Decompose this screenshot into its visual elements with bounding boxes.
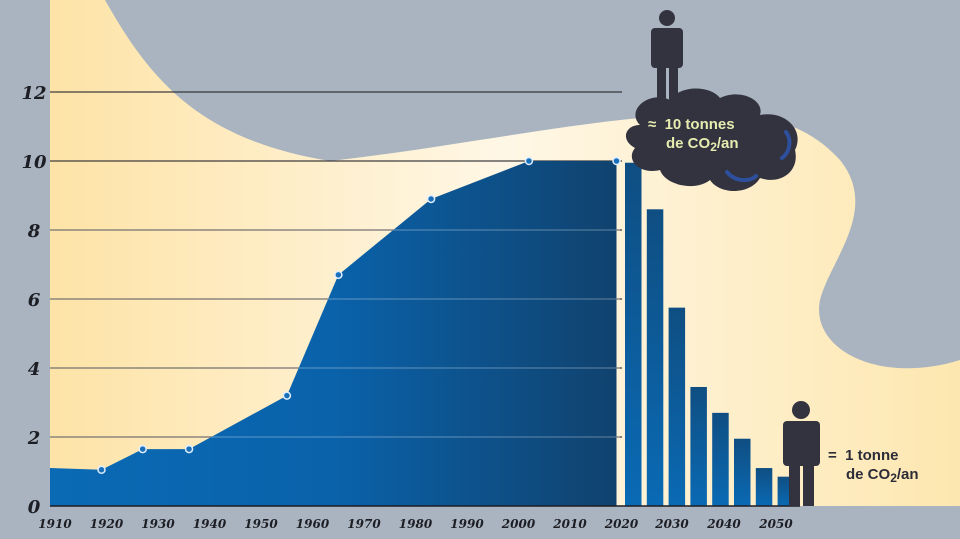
y-tick-label: 10: [21, 152, 47, 173]
data-point: [97, 465, 106, 475]
x-tick-label: 2020: [604, 517, 639, 531]
x-tick-label: 1990: [450, 517, 484, 531]
data-point: [524, 156, 534, 166]
projection-bar: [668, 307, 686, 506]
data-point: [282, 391, 292, 400]
subscript: 2: [890, 471, 897, 485]
historical-area: [50, 161, 617, 506]
x-tick-label: 1980: [399, 517, 433, 531]
person-icon: [651, 10, 683, 100]
projection-bar: [646, 209, 664, 507]
person-icon: [783, 401, 820, 506]
projection-bar: [712, 412, 729, 506]
y-tick-label: 0: [28, 497, 41, 518]
y-tick-label: 6: [28, 290, 41, 311]
projection-bar: [755, 468, 773, 506]
x-tick-label: 2050: [758, 517, 793, 531]
data-point: [184, 444, 194, 454]
x-tick-label: 1910: [38, 517, 72, 531]
legend-annotation: = 1 tonne de CO2/an: [828, 446, 919, 488]
data-point: [612, 156, 621, 166]
projection-bar: [625, 162, 642, 506]
x-tick-label: 2010: [552, 517, 587, 531]
y-tick-label: 8: [27, 221, 41, 242]
projection-bar: [690, 386, 707, 506]
x-tick-label: 2040: [706, 517, 741, 531]
x-tick-label: 1940: [193, 517, 227, 531]
x-tick-label: 2030: [654, 517, 689, 531]
legend-line2-unit: /an: [896, 466, 919, 483]
x-tick-label: 2000: [501, 517, 536, 531]
projection-bar: [734, 438, 751, 506]
cloud-line2: de CO: [666, 135, 711, 152]
equals-symbol: =: [828, 447, 837, 464]
cloud-line2-unit: /an: [716, 135, 739, 152]
approx-symbol: ≈: [648, 116, 657, 133]
cloud-line1: 10 tonnes: [664, 116, 735, 133]
data-point: [426, 194, 436, 204]
data-point: [138, 444, 147, 454]
legend-line1: 1 tonne: [845, 447, 899, 464]
x-tick-label: 1970: [347, 517, 381, 531]
x-tick-label: 1950: [244, 517, 278, 531]
cloud-icon: [625, 88, 798, 192]
legend-line2: de CO: [846, 466, 891, 483]
subscript: 2: [710, 140, 717, 154]
y-tick-label: 4: [28, 359, 41, 380]
cloud-annotation: ≈ 10 tonnes de CO2/an: [648, 115, 739, 157]
y-tick-label: 2: [27, 428, 41, 449]
data-point: [334, 270, 343, 280]
x-tick-label: 1930: [141, 517, 175, 531]
x-tick-label: 1960: [296, 517, 330, 531]
y-tick-label: 12: [21, 83, 46, 104]
x-tick-label: 1920: [90, 517, 124, 531]
